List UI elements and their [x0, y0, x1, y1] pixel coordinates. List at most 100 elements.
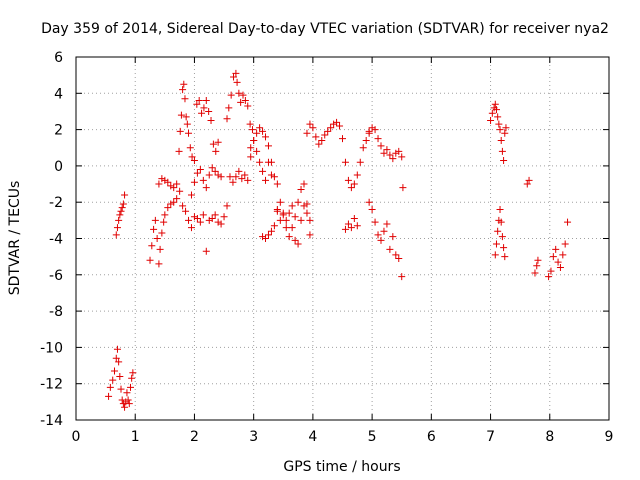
data-point [552, 245, 560, 253]
data-point [124, 396, 132, 404]
x-tick-label: 7 [486, 429, 495, 445]
data-point [115, 358, 123, 366]
data-point [389, 233, 397, 241]
data-point [491, 100, 499, 108]
data-point [365, 198, 373, 206]
data-point [109, 376, 117, 384]
data-point [199, 211, 207, 219]
data-point [241, 171, 249, 179]
series-s1 [105, 345, 137, 411]
data-point [118, 396, 126, 404]
data-point [185, 216, 193, 224]
data-point [561, 240, 569, 248]
series-s4 [155, 80, 222, 192]
data-point [214, 171, 222, 179]
data-point [205, 216, 213, 224]
data-point [318, 136, 326, 144]
data-point [547, 267, 555, 275]
data-point [196, 218, 204, 226]
data-point [321, 131, 329, 139]
data-point [534, 256, 542, 264]
data-point [158, 229, 166, 237]
data-point [161, 176, 169, 184]
data-point [253, 147, 261, 155]
data-point [105, 392, 113, 400]
series-s14 [341, 215, 361, 233]
data-point [126, 383, 134, 391]
data-point [214, 138, 222, 146]
data-point [129, 369, 137, 377]
data-point [344, 176, 352, 184]
data-point [383, 220, 391, 228]
data-point [324, 127, 332, 135]
data-point [496, 126, 504, 134]
data-point [303, 200, 311, 208]
data-point [155, 180, 163, 188]
data-point [164, 204, 172, 212]
data-point [195, 97, 203, 105]
data-point [399, 184, 407, 192]
data-point [179, 202, 187, 210]
data-point [230, 73, 238, 81]
data-point [244, 102, 252, 110]
data-point [276, 198, 284, 206]
data-point [494, 227, 502, 235]
data-point [347, 224, 355, 232]
data-point [208, 215, 216, 223]
data-point [246, 120, 254, 128]
data-point [237, 98, 245, 106]
data-point [182, 113, 190, 121]
data-point [164, 178, 172, 186]
data-point [488, 109, 496, 117]
series-s17 [491, 205, 509, 261]
data-point [276, 216, 284, 224]
data-point [202, 184, 210, 192]
data-point [498, 233, 506, 241]
data-point [267, 158, 275, 166]
x-tick-label: 6 [427, 429, 436, 445]
data-point [250, 136, 258, 144]
data-point [113, 224, 121, 232]
series-s12 [303, 118, 373, 192]
data-point [395, 254, 403, 262]
y-tick-label: 6 [54, 50, 63, 66]
data-point [341, 225, 349, 233]
data-point [176, 127, 184, 135]
data-point [232, 173, 240, 181]
data-point [288, 224, 296, 232]
series-s5 [187, 164, 225, 199]
data-point [262, 176, 270, 184]
data-point [247, 144, 255, 152]
data-point [270, 222, 278, 230]
data-point [262, 235, 270, 242]
data-point [247, 153, 255, 161]
data-point [270, 173, 278, 181]
data-point [176, 187, 184, 195]
data-point [309, 124, 317, 132]
data-point [198, 109, 206, 117]
data-point [235, 89, 243, 97]
plot-frame [75, 56, 610, 421]
data-point [117, 207, 125, 215]
data-point [190, 178, 198, 186]
y-tick-label: -12 [40, 377, 63, 393]
series-s9 [247, 124, 281, 188]
data-point [380, 149, 388, 157]
data-point [501, 129, 509, 137]
series-s19 [545, 218, 572, 281]
y-tick-label: -2 [49, 195, 63, 211]
series-s15 [365, 198, 406, 281]
data-point [494, 113, 502, 121]
data-point [112, 231, 120, 239]
data-point [199, 176, 207, 184]
data-point [389, 155, 397, 163]
data-point [492, 240, 500, 248]
data-point [564, 218, 572, 226]
data-point [386, 245, 394, 253]
data-point [350, 180, 358, 188]
data-point [306, 216, 314, 224]
x-tick-label: 1 [131, 429, 140, 445]
x-tick-label: 2 [190, 429, 199, 445]
y-tick-label: 4 [54, 86, 63, 102]
series-s10 [259, 198, 314, 248]
